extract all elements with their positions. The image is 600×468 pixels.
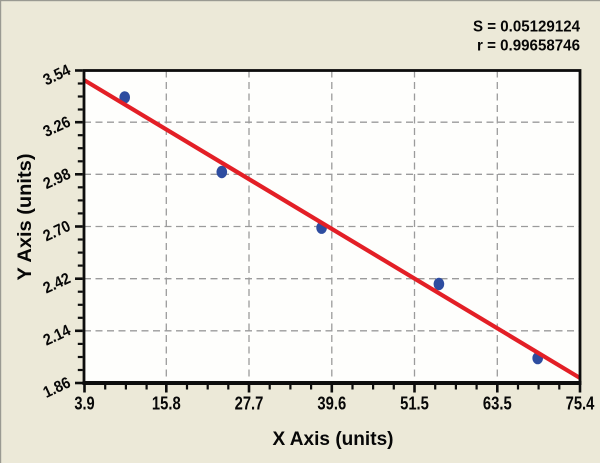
svg-text:51.5: 51.5 <box>400 394 429 414</box>
svg-text:r = 0.99658746: r = 0.99658746 <box>477 38 580 55</box>
svg-text:27.7: 27.7 <box>235 394 264 414</box>
svg-text:15.8: 15.8 <box>152 394 181 414</box>
svg-text:63.5: 63.5 <box>483 394 512 414</box>
svg-text:75.4: 75.4 <box>566 394 595 414</box>
svg-text:X Axis (units): X Axis (units) <box>273 428 394 450</box>
svg-text:39.6: 39.6 <box>317 394 346 414</box>
svg-text:3.9: 3.9 <box>74 394 94 414</box>
svg-text:S = 0.05129124: S = 0.05129124 <box>473 19 580 36</box>
svg-text:Y Axis (units): Y Axis (units) <box>14 154 36 281</box>
